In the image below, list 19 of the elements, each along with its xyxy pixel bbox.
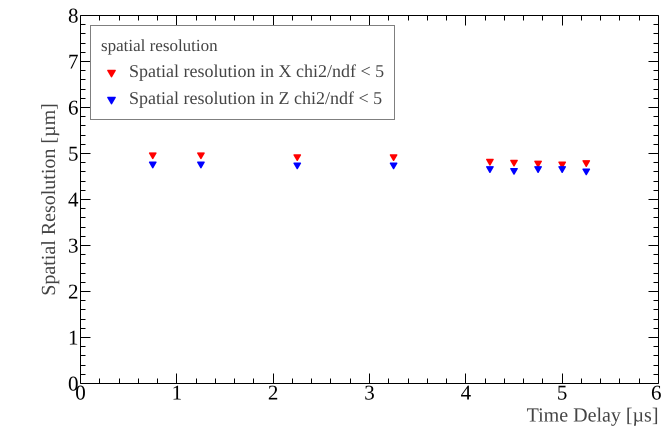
y-tick-label: 5 bbox=[68, 142, 78, 166]
x-tick-label: 3 bbox=[364, 380, 375, 404]
legend-label: Spatial resolution in Z chi2/ndf < 5 bbox=[129, 88, 382, 109]
x-tick-label: 5 bbox=[556, 380, 568, 404]
x-tick-label: 1 bbox=[172, 380, 182, 404]
legend-title: spatial resolution bbox=[101, 36, 219, 56]
legend-label: Spatial resolution in X chi2/ndf < 5 bbox=[129, 61, 384, 82]
x-tick-label: 4 bbox=[460, 380, 472, 404]
y-tick-label: 6 bbox=[68, 96, 78, 120]
x-axis-title: Time Delay [µs] bbox=[526, 404, 659, 426]
y-tick-label: 1 bbox=[68, 326, 78, 350]
x-tick-label: 6 bbox=[651, 380, 661, 404]
y-tick-label: 7 bbox=[68, 50, 78, 74]
y-tick-label: 4 bbox=[68, 188, 79, 212]
y-tick-label: 3 bbox=[68, 234, 78, 258]
x-tick-label: 2 bbox=[268, 380, 278, 404]
y-axis-title: Spatial Resolution [µm] bbox=[38, 103, 60, 296]
y-tick-label: 8 bbox=[68, 4, 78, 28]
y-tick-label: 2 bbox=[68, 280, 78, 304]
